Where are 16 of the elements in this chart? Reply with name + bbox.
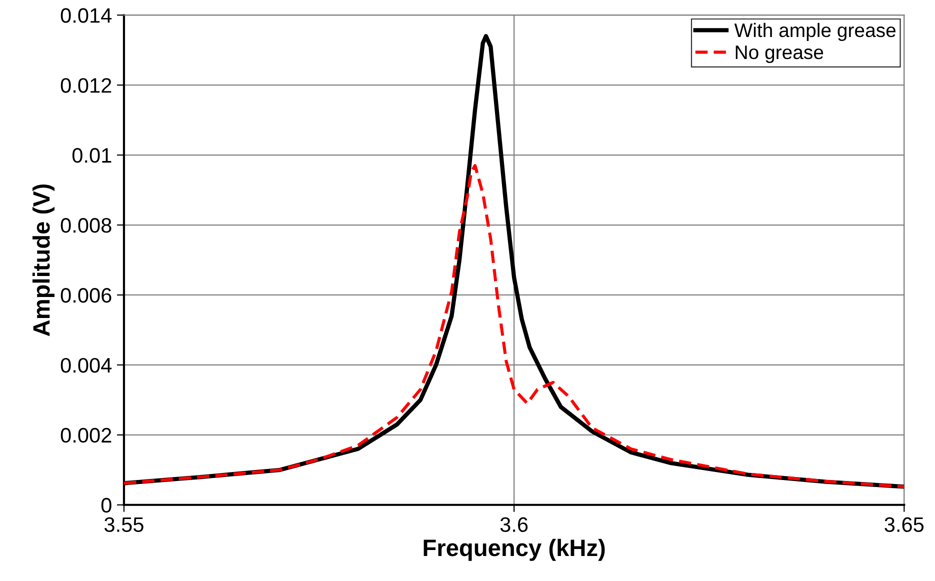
y-tick-label: 0.002 [60, 428, 112, 443]
y-tick-label: 0.008 [60, 218, 112, 233]
line-series [124, 164, 904, 488]
y-tick-label: 0.004 [60, 358, 112, 373]
y-tick-label: 0.014 [60, 8, 112, 23]
y-tick-label: 0.006 [60, 288, 112, 303]
y-axis-title: Amplitude (V) [32, 184, 54, 336]
y-tick-label: 0 [101, 498, 112, 513]
legend-label: With ample grease [734, 22, 896, 42]
y-tick-label: 0.012 [60, 78, 112, 93]
legend-label: No grease [736, 46, 824, 64]
x-axis-title: Frequency (kHz) [424, 538, 605, 561]
x-tick-label: 3.55 [104, 517, 144, 532]
x-tick-label: 3.65 [884, 517, 924, 532]
y-tick-label: 0.01 [72, 148, 112, 163]
x-tick-label: 3.6 [500, 517, 528, 532]
